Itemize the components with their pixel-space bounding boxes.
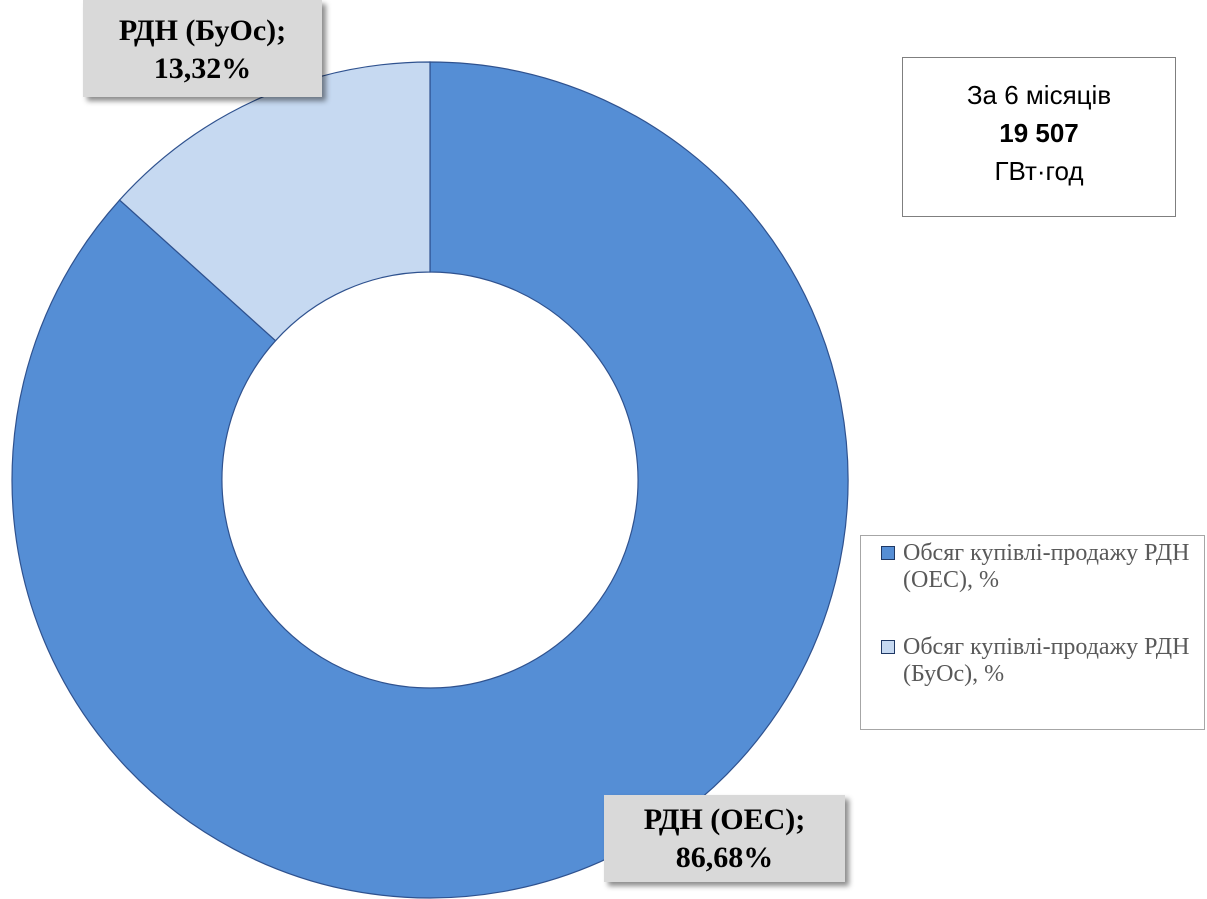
data-label-value: 13,32%	[153, 52, 252, 85]
data-label-value: 86,68%	[675, 841, 774, 874]
legend-item: Обсяг купівлі-продажу РДН (БуОс), %	[861, 630, 1201, 724]
data-label-name: РДН (ОЕС);	[643, 803, 806, 836]
data-label: РДН (ОЕС); 86,68%	[604, 795, 845, 882]
legend-swatch	[881, 546, 895, 560]
legend-swatch	[881, 640, 895, 654]
annotation-unit: ГВт·год	[994, 156, 1084, 186]
donut-segment	[11, 61, 849, 899]
legend-item: Обсяг купівлі-продажу РДН (ОЕС), %	[861, 536, 1201, 630]
legend-label: Обсяг купівлі-продажу РДН (ОЕС), %	[903, 540, 1190, 593]
annotation-total: 19 507	[999, 118, 1079, 148]
annotation-period: За 6 місяців	[966, 80, 1112, 110]
donut-segment	[118, 61, 431, 342]
legend: Обсяг купівлі-продажу РДН (ОЕС), % Обсяг …	[860, 535, 1205, 730]
annotation-box: За 6 місяців 19 507 ГВт·год	[902, 57, 1176, 217]
data-label-name: РДН (БуОс);	[118, 14, 287, 47]
legend-label: Обсяг купівлі-продажу РДН (БуОс), %	[903, 634, 1190, 687]
data-label: РДН (БуОс); 13,32%	[83, 0, 322, 97]
